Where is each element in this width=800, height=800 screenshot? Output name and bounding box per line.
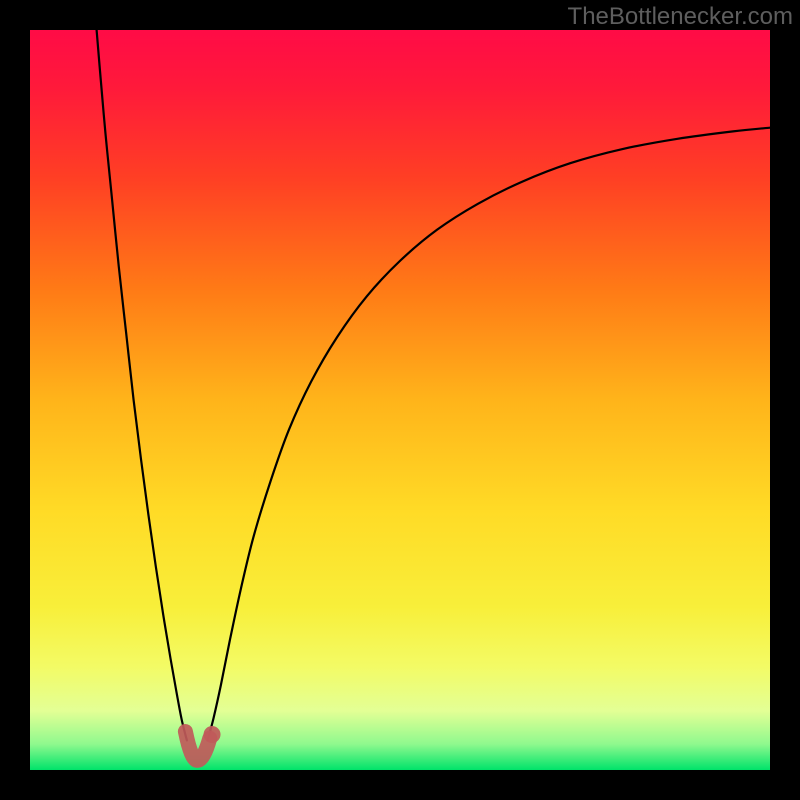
chart-stage: TheBottlenecker.com xyxy=(0,0,800,800)
bottleneck-marker-end-dot xyxy=(204,726,221,743)
watermark-text: TheBottlenecker.com xyxy=(568,3,793,31)
bottleneck-chart xyxy=(0,0,800,800)
